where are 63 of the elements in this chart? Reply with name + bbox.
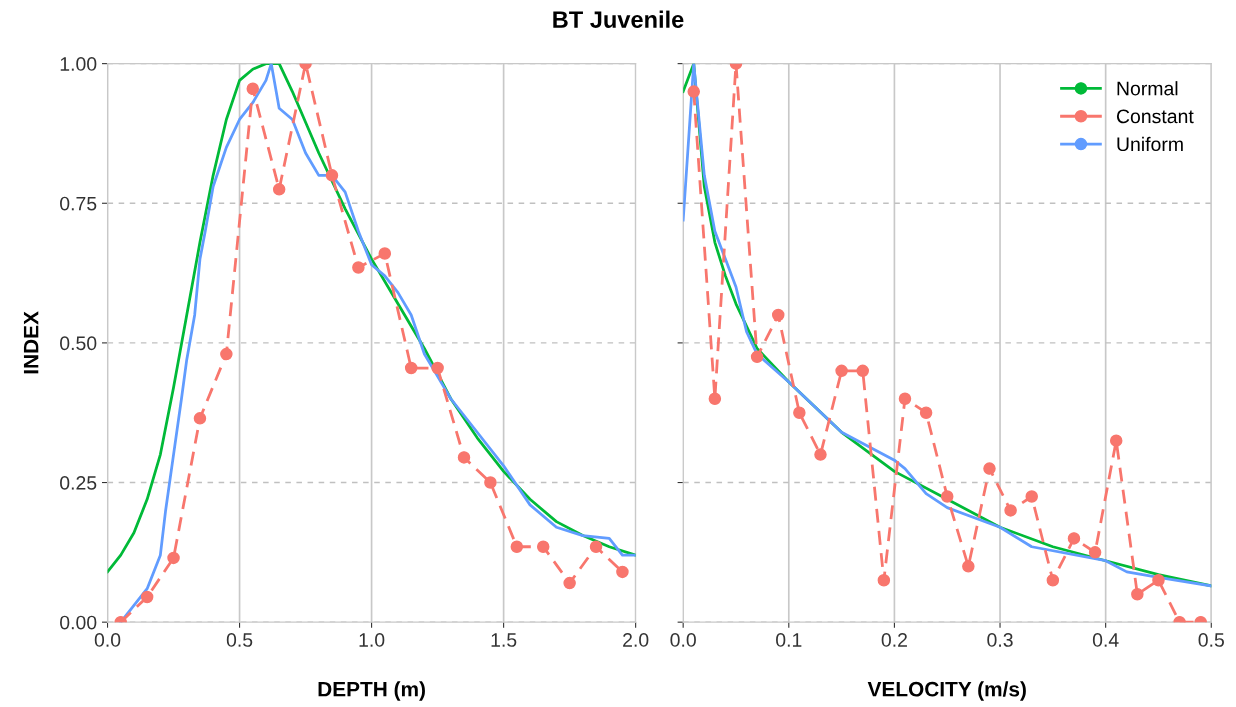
point [246, 82, 260, 96]
x-tick-label: 0.0 [670, 633, 696, 647]
point [457, 451, 471, 464]
y-tick-label: 0.25 [60, 476, 97, 490]
point [167, 551, 180, 565]
point [1088, 546, 1102, 559]
point [1046, 574, 1060, 587]
x-tick-label: 0.0 [94, 633, 121, 647]
y-tick-label: 1.00 [60, 57, 97, 71]
x-tick-label: 2.0 [623, 633, 649, 647]
point [140, 590, 154, 604]
point [771, 308, 785, 322]
point [856, 364, 869, 378]
x-axis-title: VELOCITY (m/s) [867, 681, 1026, 701]
x-tick-label: 0.3 [987, 633, 1013, 647]
point [708, 392, 722, 405]
x-tick-label: 1.5 [491, 633, 517, 647]
chart-title: BT Juvenile [553, 10, 684, 28]
point [750, 350, 764, 364]
point [1067, 532, 1081, 545]
point [1004, 504, 1017, 517]
point [898, 392, 912, 405]
point [484, 476, 497, 489]
point [193, 412, 207, 425]
point [1131, 587, 1144, 601]
x-axis-title: DEPTH (m) [318, 681, 425, 701]
point [687, 85, 700, 98]
point [1025, 490, 1038, 503]
y-tick-label: 0.75 [60, 196, 97, 211]
point [325, 169, 339, 182]
point [962, 560, 975, 573]
point [940, 490, 954, 503]
y-tick-label: 0.50 [60, 336, 97, 351]
point [378, 247, 392, 260]
point [983, 462, 996, 475]
point [877, 574, 891, 587]
point [220, 347, 233, 361]
x-tick-label: 0.4 [1092, 633, 1119, 647]
point [563, 576, 576, 590]
x-tick-label: 0.2 [881, 633, 907, 647]
point [272, 183, 286, 196]
point [431, 361, 444, 375]
point [793, 406, 806, 419]
point [919, 406, 933, 419]
point [404, 361, 418, 375]
point [510, 540, 524, 554]
point [589, 540, 603, 554]
point [814, 448, 827, 461]
legend-label: Constant [1116, 109, 1194, 124]
x-tick-label: 0.5 [226, 633, 253, 647]
x-tick-label: 0.1 [776, 633, 802, 647]
y-tick-label: 0.00 [60, 615, 97, 630]
x-tick-label: 1.0 [359, 633, 385, 647]
x-tick-label: 0.5 [1198, 633, 1224, 647]
point [536, 540, 550, 554]
point [1109, 434, 1123, 447]
point [1152, 574, 1165, 587]
point [835, 364, 848, 378]
y-axis-title: INDEX [23, 311, 39, 374]
point [616, 565, 629, 579]
point [352, 261, 365, 274]
legend-label: Uniform [1117, 136, 1183, 152]
legend-label: Normal [1117, 81, 1178, 96]
